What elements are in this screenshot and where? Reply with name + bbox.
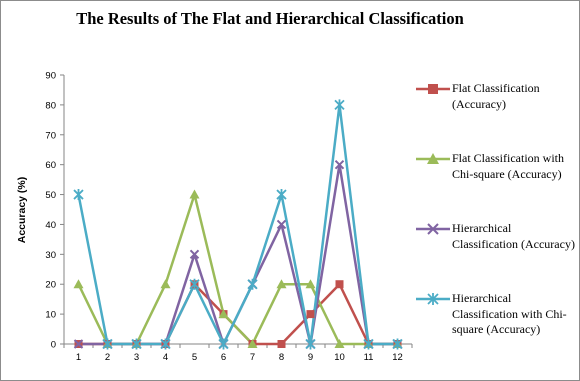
data-point-series-2 <box>218 309 229 319</box>
data-point-series-4 <box>363 338 374 350</box>
legend-swatch-square <box>416 84 450 94</box>
x-tick-label: 4 <box>163 352 168 363</box>
data-point-series-2 <box>160 279 171 289</box>
y-tick-label: 90 <box>45 71 56 82</box>
data-point-series-4 <box>73 189 84 201</box>
data-point-series-2 <box>189 189 200 199</box>
legend-label-hier: Hierarchical Classification (Accuracy) <box>452 221 575 251</box>
data-point-series-4 <box>102 338 113 350</box>
y-tick-label: 30 <box>45 250 56 261</box>
data-point-series-4 <box>189 278 200 290</box>
data-point-series-3 <box>276 219 287 230</box>
y-tick-label: 0 <box>51 340 56 351</box>
y-tick-label: 10 <box>45 310 56 321</box>
x-tick-label: 6 <box>221 352 226 363</box>
x-tick-label: 9 <box>308 352 313 363</box>
x-tick-label: 10 <box>334 352 345 363</box>
y-tick-label: 40 <box>45 220 56 231</box>
data-point-series-4 <box>334 99 345 111</box>
data-point-series-4 <box>305 338 316 350</box>
data-point-series-3 <box>189 249 200 260</box>
chart-title: The Results of The Flat and Hierarchical… <box>76 9 464 28</box>
series-line-2 <box>77 193 398 346</box>
data-point-series-4 <box>218 338 229 350</box>
data-point-series-4 <box>392 338 403 350</box>
data-point-series-1 <box>277 340 286 348</box>
data-point-series-4 <box>276 189 287 201</box>
legend: Flat Classification (Accuracy) Flat Clas… <box>414 0 580 381</box>
x-tick-label: 3 <box>134 352 139 363</box>
legend-label-hier-chi: Hierarchical Classification with Chi-squ… <box>452 291 567 336</box>
series-line-4 <box>77 103 398 346</box>
legend-swatch-triangle <box>416 153 450 164</box>
x-tick-label: 7 <box>250 352 255 363</box>
data-point-series-2 <box>276 279 287 289</box>
x-tick-label: 2 <box>105 352 110 363</box>
y-tick-label: 50 <box>45 190 56 201</box>
data-point-series-2 <box>247 339 258 348</box>
y-tick-label: 70 <box>45 130 56 141</box>
x-tick-label: 1 <box>76 352 81 363</box>
legend-label-flat-chi: Flat Classification with Chi-square (Acc… <box>452 151 564 181</box>
data-point-series-1 <box>335 280 344 289</box>
legend-swatch-star <box>416 293 450 305</box>
y-axis-label: Accuracy (%) <box>16 177 28 244</box>
x-tick-label: 11 <box>364 352 374 363</box>
legend-label-flat: Flat Classification (Accuracy) <box>452 81 540 111</box>
data-point-series-3 <box>334 159 345 170</box>
y-tick-label: 20 <box>45 280 56 291</box>
data-point-series-2 <box>73 279 84 289</box>
x-tick-label: 8 <box>279 352 284 363</box>
data-point-series-4 <box>247 278 258 290</box>
data-point-series-3 <box>73 339 84 349</box>
x-tick-label: 5 <box>192 352 197 363</box>
y-tick-label: 60 <box>45 160 56 171</box>
data-point-series-4 <box>160 338 171 350</box>
x-tick-label: 12 <box>392 352 403 363</box>
data-point-series-1 <box>306 310 315 319</box>
data-point-series-4 <box>131 338 142 350</box>
data-point-series-2 <box>334 339 345 348</box>
data-point-series-2 <box>305 279 316 289</box>
legend-swatch-x <box>416 223 450 235</box>
y-tick-label: 80 <box>45 100 56 111</box>
